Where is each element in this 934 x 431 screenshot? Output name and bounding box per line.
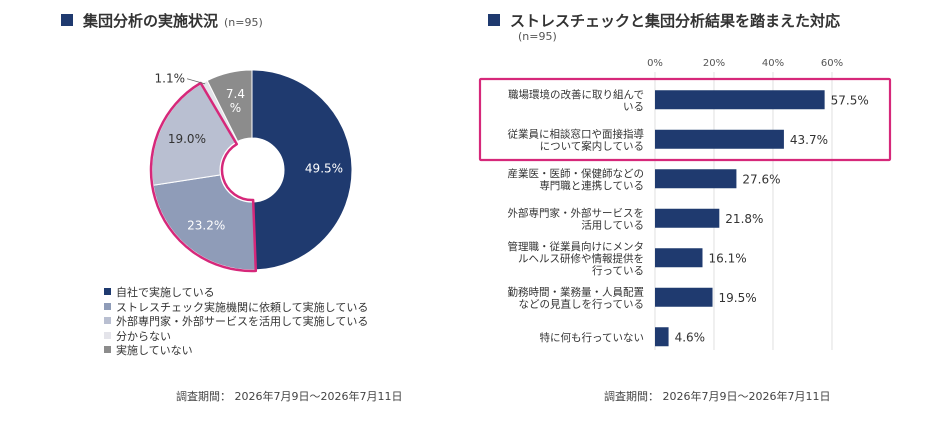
legend-swatch (104, 317, 111, 324)
slice-label: 23.2% (187, 219, 225, 233)
donut-slice (251, 69, 353, 271)
bar (655, 129, 784, 149)
right-title-text: ストレスチェックと集団分析結果を踏まえた対応 (510, 12, 841, 30)
x-tick-label: 60% (821, 58, 843, 69)
left-n-label: (n=95) (224, 16, 263, 29)
category-label: 職場環境の改善に取り組んで (508, 88, 644, 101)
donut-slice (206, 69, 253, 143)
bar (655, 208, 720, 228)
category-label: 行っている (592, 264, 644, 277)
highlight-outline (149, 81, 258, 273)
legend-swatch (104, 331, 111, 339)
category-label: ルヘルス研修や情報提供を (518, 252, 644, 265)
category-label: 外部専門家・外部サービスを (508, 206, 645, 219)
category-label: 管理職・従業員向けにメンタ (508, 240, 645, 253)
right-chart-title: ストレスチェックと集団分析結果を踏まえた対応 (488, 10, 840, 31)
legend-label: 分からない (116, 329, 171, 343)
category-label: について案内している (540, 139, 644, 152)
left-title-text: 集団分析の実施状況 (83, 12, 219, 30)
slice-label: 49.5% (305, 162, 343, 176)
bar (655, 327, 669, 347)
value-label: 43.7% (790, 133, 828, 147)
legend-item: ストレスチェック実施機関に依頼して実施している (104, 301, 368, 316)
highlight-box (478, 77, 892, 162)
donut-legend: 自社で実施している ストレスチェック実施機関に依頼して実施している 外部専門家・… (104, 286, 368, 359)
x-tick-label: 0% (647, 58, 663, 69)
bar (655, 169, 737, 189)
bar (655, 248, 703, 268)
left-survey-period: 調査期間： 2026年7月9日〜2026年7月11日 (176, 390, 403, 403)
legend-swatch (104, 288, 111, 295)
bar (655, 90, 825, 110)
slice-label: 7.4 (226, 87, 245, 101)
value-label: 4.6% (675, 330, 706, 344)
legend-item: 外部専門家・外部サービスを活用して実施している (104, 315, 368, 330)
legend-swatch (104, 302, 111, 310)
category-label: 勤務時間・業務量・人員配置 (508, 285, 645, 298)
category-label: いる (623, 101, 644, 113)
bar (655, 287, 713, 307)
left-chart-title: 集団分析の実施状況 (n=95) (61, 10, 263, 31)
value-label: 19.5% (719, 291, 757, 305)
title-square-icon (61, 14, 73, 26)
legend-swatch (104, 346, 111, 353)
legend-label: 外部専門家・外部サービスを活用して実施している (116, 315, 369, 328)
right-survey-period: 調査期間： 2026年7月9日〜2026年7月11日 (604, 390, 831, 403)
legend-item: 実施していない (104, 344, 368, 359)
category-label: 専門職と連携している (539, 179, 644, 192)
x-tick-label: 40% (762, 58, 784, 69)
slice-label: 1.1% (155, 72, 186, 86)
category-label: 産業医・医師・保健師などの (508, 167, 645, 180)
value-label: 27.6% (742, 172, 780, 186)
category-label: 従業員に相談窓口や面接指導 (508, 127, 645, 140)
legend-item: 分からない (104, 330, 368, 345)
value-label: 57.5% (831, 93, 869, 107)
legend-item: 自社で実施している (104, 286, 368, 301)
value-label: 21.8% (725, 212, 763, 226)
legend-label: 実施していない (116, 344, 193, 357)
x-tick-label: 20% (703, 58, 725, 69)
donut-chart: 49.5% 23.2% 19.0% 1.1% 7.4% (149, 69, 353, 273)
legend-label: 自社で実施している (116, 286, 215, 299)
title-square-icon (488, 14, 500, 26)
legend-label: ストレスチェック実施機関に依頼して実施している (116, 300, 369, 314)
value-label: 16.1% (708, 251, 746, 265)
leader-line (186, 78, 206, 85)
category-label: 活用している (581, 219, 644, 231)
category-label: などの見直しを行っている (519, 297, 644, 310)
slice-label: 19.0% (168, 132, 206, 146)
category-label: 特に何も行っていない (540, 331, 644, 344)
right-n-label: (n=95) (518, 30, 557, 43)
slice-label-unit: % (230, 101, 241, 115)
